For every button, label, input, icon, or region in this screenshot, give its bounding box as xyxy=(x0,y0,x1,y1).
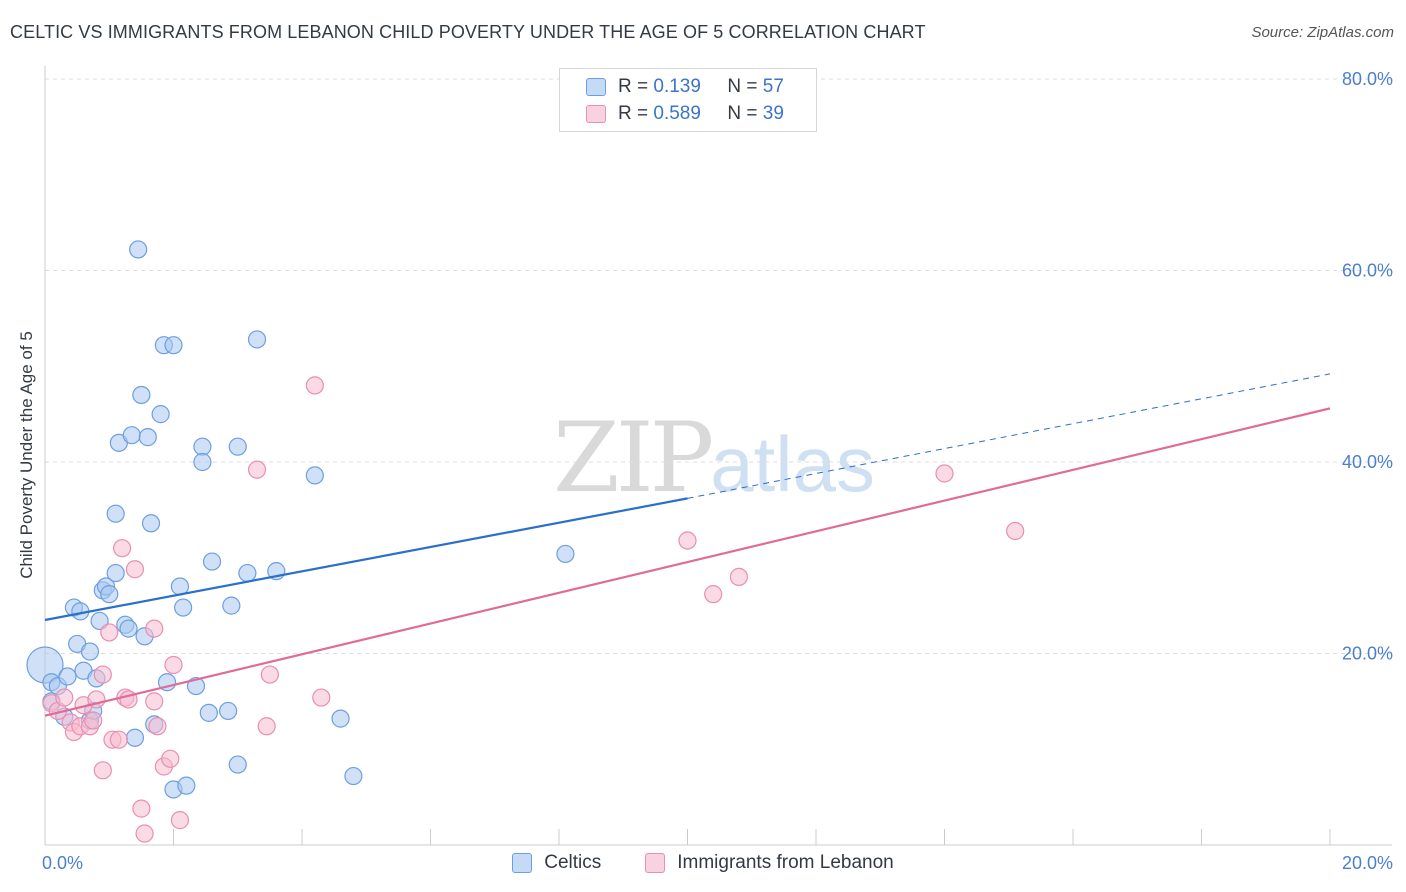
lebanon-point xyxy=(312,688,331,707)
celtics-point xyxy=(106,504,125,523)
y-tick-label: 40.0% xyxy=(1342,452,1393,472)
lebanon-point xyxy=(100,623,119,642)
lebanon-point xyxy=(170,811,190,830)
celtics-point xyxy=(164,336,183,355)
series-swatch-lebanon xyxy=(645,853,666,873)
celtics-point xyxy=(106,563,125,583)
celtics-point xyxy=(331,709,350,728)
celtics-point xyxy=(228,755,247,774)
celtics-point xyxy=(556,544,575,564)
legend-row-celtics: R = 0.139 N = 57 xyxy=(586,75,784,99)
celtics-point xyxy=(219,701,238,721)
celtics-point xyxy=(174,598,193,617)
celtics-point xyxy=(119,619,138,638)
celtics-point xyxy=(222,596,241,615)
celtics-point xyxy=(193,452,212,472)
lebanon-point xyxy=(145,619,164,638)
y-tick-label: 60.0% xyxy=(1342,261,1393,281)
legend-r-label: R = xyxy=(618,76,649,97)
legend-n-value: 39 xyxy=(762,103,784,124)
celtics-point xyxy=(202,552,222,571)
lebanon-point xyxy=(132,799,151,818)
celtics-point xyxy=(199,703,218,722)
celtics-point xyxy=(228,437,247,456)
lebanon-point xyxy=(704,585,723,604)
lebanon-point xyxy=(55,688,74,707)
lebanon-point xyxy=(148,717,167,736)
celtics-point xyxy=(122,426,141,445)
series-legend: Celtics Immigrants from Lebanon xyxy=(0,852,1406,874)
legend-n-value: 57 xyxy=(762,76,784,97)
legend-r-value: 0.139 xyxy=(653,76,701,97)
celtics-point xyxy=(305,466,324,485)
lebanon-point xyxy=(1006,521,1025,541)
celtics-trend-extension xyxy=(687,373,1331,499)
celtics-point xyxy=(58,667,77,686)
legend-r-label: R = xyxy=(618,103,649,124)
legend-swatch-celtics xyxy=(586,78,606,96)
lebanon-point xyxy=(678,531,697,550)
celtics-point xyxy=(193,437,212,456)
celtics-point xyxy=(177,776,196,795)
lebanon-point xyxy=(260,665,279,684)
x-tick-label: 0.0% xyxy=(42,853,83,873)
lebanon-point xyxy=(247,460,267,479)
series-label-lebanon: Immigrants from Lebanon xyxy=(677,852,894,873)
lebanon-point xyxy=(93,665,112,684)
celtics-point xyxy=(238,563,257,583)
y-tick-label: 80.0% xyxy=(1342,69,1393,89)
x-tick-label: 20.0% xyxy=(1342,853,1393,873)
celtics-point xyxy=(247,330,267,349)
legend-n-label: N = xyxy=(727,76,758,97)
lebanon-point xyxy=(164,655,183,675)
series-label-celtics: Celtics xyxy=(544,852,602,873)
legend-n-label: N = xyxy=(727,103,758,124)
source-label: Source: ZipAtlas.com xyxy=(1251,24,1394,41)
series-legend-celtics: Celtics xyxy=(512,852,601,874)
lebanon-point xyxy=(729,567,749,587)
celtics-point xyxy=(344,766,363,786)
celtics-point xyxy=(138,428,157,447)
series-legend-lebanon: Immigrants from Lebanon xyxy=(645,852,894,874)
stats-legend: R = 0.139 N = 57 R = 0.589 N = 39 xyxy=(559,68,817,132)
legend-row-lebanon: R = 0.589 N = 39 xyxy=(586,102,784,126)
celtics-point xyxy=(80,642,100,661)
celtics-point xyxy=(186,676,206,696)
legend-r-value: 0.589 xyxy=(653,103,701,124)
lebanon-point xyxy=(112,539,132,558)
lebanon-point xyxy=(257,717,276,736)
celtics-point xyxy=(132,385,151,405)
lebanon-point xyxy=(93,761,112,780)
celtics-trend-line xyxy=(44,497,688,622)
lebanon-point xyxy=(161,749,180,768)
lebanon-point xyxy=(84,711,103,730)
lebanon-point xyxy=(109,730,128,749)
celtics-point xyxy=(151,405,170,424)
lebanon-point xyxy=(305,376,324,395)
celtics-point xyxy=(100,585,119,604)
y-tick-label: 20.0% xyxy=(1342,644,1393,664)
lebanon-trend-line xyxy=(44,407,1331,717)
lebanon-point xyxy=(145,692,164,711)
lebanon-point xyxy=(935,464,954,483)
celtics-point xyxy=(125,728,145,747)
legend-swatch-lebanon xyxy=(586,105,606,123)
celtics-point xyxy=(141,514,161,533)
lebanon-point xyxy=(135,824,154,843)
lebanon-point xyxy=(125,560,145,579)
celtics-point xyxy=(129,240,148,259)
chart-title: CELTIC VS IMMIGRANTS FROM LEBANON CHILD … xyxy=(10,22,926,42)
series-swatch-celtics xyxy=(512,853,533,873)
